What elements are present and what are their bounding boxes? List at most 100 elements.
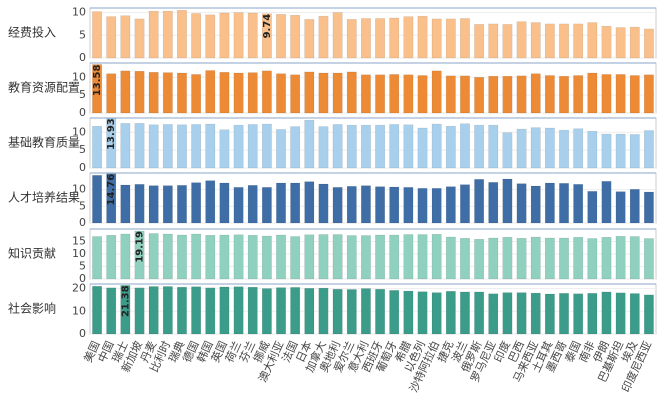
bar: [191, 182, 202, 224]
bar: [601, 25, 612, 59]
bar: [601, 181, 612, 224]
bar: [389, 124, 400, 169]
bar: [205, 287, 216, 335]
bar: [460, 123, 470, 169]
panel-frame: [89, 7, 657, 59]
bar: [644, 74, 654, 114]
value-label: 9.74: [262, 14, 273, 39]
bar: [361, 185, 371, 224]
bar: [290, 182, 301, 224]
bar: [644, 191, 654, 224]
bar: [304, 288, 315, 335]
bar: [134, 287, 145, 335]
bar: [276, 73, 286, 114]
bar: [106, 16, 117, 59]
bar: [615, 133, 626, 169]
bar: [318, 15, 329, 59]
bar: [573, 75, 584, 114]
bar: [629, 134, 640, 169]
bar: [361, 18, 371, 59]
bar: [120, 233, 131, 280]
bar: [219, 129, 230, 169]
bar: [615, 236, 626, 280]
bar: [162, 72, 173, 114]
bar: [417, 127, 428, 169]
bar: [233, 72, 244, 114]
bar: [544, 237, 555, 280]
bar: [559, 23, 569, 59]
bar: [120, 70, 131, 114]
bar: [290, 126, 301, 169]
bar: [431, 188, 442, 224]
bar: [304, 181, 315, 224]
bar: [205, 14, 216, 59]
y-tick-label: 5: [79, 199, 86, 212]
bar: [106, 235, 117, 280]
bar: [346, 124, 357, 169]
bar: [445, 18, 456, 59]
panel-title: 知识贡献: [8, 246, 56, 261]
bar: [346, 19, 357, 59]
bar: [361, 74, 371, 114]
bar: [247, 185, 258, 224]
bar: [92, 64, 102, 114]
bar: [417, 291, 428, 335]
bar: [530, 73, 541, 114]
bar: [261, 235, 272, 280]
bar: [219, 12, 230, 59]
bar: [106, 173, 117, 224]
bar: [516, 128, 527, 169]
bar: [573, 237, 584, 280]
bar: [205, 70, 216, 114]
bar: [290, 15, 301, 59]
bar: [445, 75, 456, 114]
bar: [431, 18, 442, 59]
bar: [276, 287, 286, 335]
bar: [219, 234, 230, 280]
bar: [474, 291, 485, 335]
value-label: 14.76: [106, 174, 117, 206]
y-tick-label: 5: [79, 260, 86, 273]
bar: [587, 130, 598, 169]
bar: [530, 127, 541, 169]
bar: [177, 234, 187, 280]
y-tick-label: 5: [79, 143, 86, 156]
bar: [403, 124, 414, 169]
y-tick-label: 10: [72, 183, 86, 196]
bar: [332, 124, 343, 169]
bar: [573, 128, 584, 169]
bar: [629, 189, 640, 224]
bar: [445, 236, 456, 280]
bar: [502, 292, 513, 335]
bar: [120, 15, 131, 59]
bar: [134, 123, 145, 169]
bar: [261, 123, 272, 169]
bar: [445, 291, 456, 335]
bar: [389, 74, 400, 114]
bar: [544, 127, 555, 169]
y-tick-label: 15: [72, 235, 86, 248]
bar: [346, 289, 357, 335]
bar: [587, 238, 598, 280]
bar: [134, 184, 145, 224]
bar: [261, 187, 272, 224]
bar: [389, 234, 400, 280]
bar: [92, 175, 102, 224]
bar: [474, 124, 485, 169]
bar: [474, 239, 485, 280]
bar: [544, 23, 555, 59]
bar: [644, 294, 654, 335]
bar: [587, 191, 598, 224]
bar: [318, 287, 329, 335]
bar: [530, 22, 541, 59]
bar: [177, 124, 187, 169]
bar: [318, 183, 329, 224]
bar: [106, 118, 117, 169]
bar: [177, 10, 187, 59]
bar: [587, 293, 598, 335]
y-tick-label: 10: [72, 6, 86, 19]
bar: [460, 18, 470, 59]
bar: [304, 119, 315, 169]
value-label: 13.93: [106, 118, 117, 150]
